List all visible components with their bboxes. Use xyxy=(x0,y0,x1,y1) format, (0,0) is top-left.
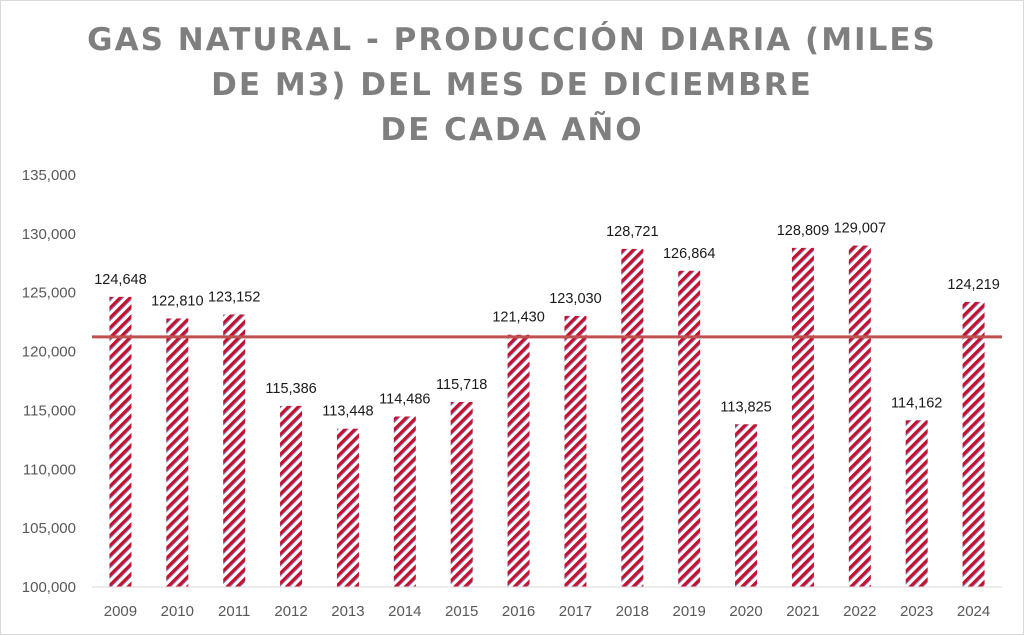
bar-2020 xyxy=(735,424,758,587)
bar-2022 xyxy=(848,245,871,587)
x-tick-label: 2014 xyxy=(388,603,421,620)
y-tick-label: 120,000 xyxy=(22,344,76,361)
x-tick-label: 2016 xyxy=(502,603,535,620)
x-tick-label: 2021 xyxy=(786,603,819,620)
data-label-2012: 115,386 xyxy=(265,381,316,397)
x-tick-label: 2010 xyxy=(161,603,194,620)
chart-title-line-1: GAS NATURAL - PRODUCCIÓN DIARIA (MILES xyxy=(87,22,937,58)
x-tick-label: 2019 xyxy=(673,603,706,620)
y-tick-label: 125,000 xyxy=(22,285,76,302)
bar-series xyxy=(109,245,985,588)
data-label-2021: 128,809 xyxy=(777,223,829,239)
bar-2017 xyxy=(564,315,587,587)
x-tick-label: 2020 xyxy=(729,603,762,620)
data-label-2020: 113,825 xyxy=(720,399,771,415)
x-tick-label: 2017 xyxy=(559,603,592,620)
y-tick-label: 100,000 xyxy=(22,579,76,596)
data-label-2023: 114,162 xyxy=(891,395,942,411)
x-tick-label: 2012 xyxy=(274,603,307,620)
chart-title-line-3: DE CADA AÑO xyxy=(380,112,644,148)
data-label-2015: 115,718 xyxy=(436,377,487,393)
chart-title-line-2: DE M3) DEL MES DE DICIEMBRE xyxy=(211,67,813,103)
bar-2024 xyxy=(962,301,985,587)
x-tick-label: 2015 xyxy=(445,603,478,620)
x-tick-label: 2013 xyxy=(331,603,364,620)
x-tick-label: 2024 xyxy=(957,603,990,620)
bar-2018 xyxy=(621,248,644,588)
y-axis: 100,000 105,000 110,000 115,000 120,000 125,0… xyxy=(22,167,76,596)
bar-2023 xyxy=(905,420,928,587)
data-label-2011: 123,152 xyxy=(208,289,260,305)
bar-2012 xyxy=(280,405,303,587)
x-tick-label: 2011 xyxy=(218,603,250,620)
bar-2011 xyxy=(223,314,246,587)
data-label-2017: 123,030 xyxy=(549,291,601,307)
data-label-2022: 129,007 xyxy=(834,221,886,237)
bar-2009 xyxy=(109,296,132,587)
y-tick-label: 130,000 xyxy=(22,226,76,243)
x-tick-label: 2009 xyxy=(104,603,137,620)
x-axis: 2009 2010 2011 2012 2013 2014 2015 2016 2017 2018… xyxy=(92,586,1002,620)
y-tick-label: 115,000 xyxy=(23,402,76,419)
bar-2010 xyxy=(166,318,189,587)
y-tick-label: 110,000 xyxy=(23,461,76,478)
bar-2021 xyxy=(791,247,814,588)
data-label-2013: 113,448 xyxy=(322,404,373,420)
data-label-2019: 126,864 xyxy=(663,246,715,262)
data-label-2024: 124,219 xyxy=(947,277,999,293)
data-label-2016: 121,430 xyxy=(492,310,544,326)
bar-2014 xyxy=(393,416,416,587)
y-tick-label: 105,000 xyxy=(22,520,76,537)
x-tick-label: 2018 xyxy=(616,603,649,620)
data-label-2014: 114,486 xyxy=(379,391,430,407)
bar-2013 xyxy=(336,428,359,587)
data-label-2009: 124,648 xyxy=(94,272,146,288)
y-tick-label: 135,000 xyxy=(22,167,76,184)
x-tick-label: 2022 xyxy=(843,603,876,620)
bar-2015 xyxy=(450,401,473,587)
data-label-2018: 128,721 xyxy=(606,224,658,240)
x-tick-label: 2023 xyxy=(900,603,933,620)
bar-2019 xyxy=(678,270,701,587)
data-labels: 124,648 122,810 123,152 115,386 113,448 114,4… xyxy=(94,221,1000,420)
chart-title: GAS NATURAL - PRODUCCIÓN DIARIA (MILES D… xyxy=(0,18,1024,153)
bar-2016 xyxy=(507,334,530,587)
data-label-2010: 122,810 xyxy=(151,293,203,309)
